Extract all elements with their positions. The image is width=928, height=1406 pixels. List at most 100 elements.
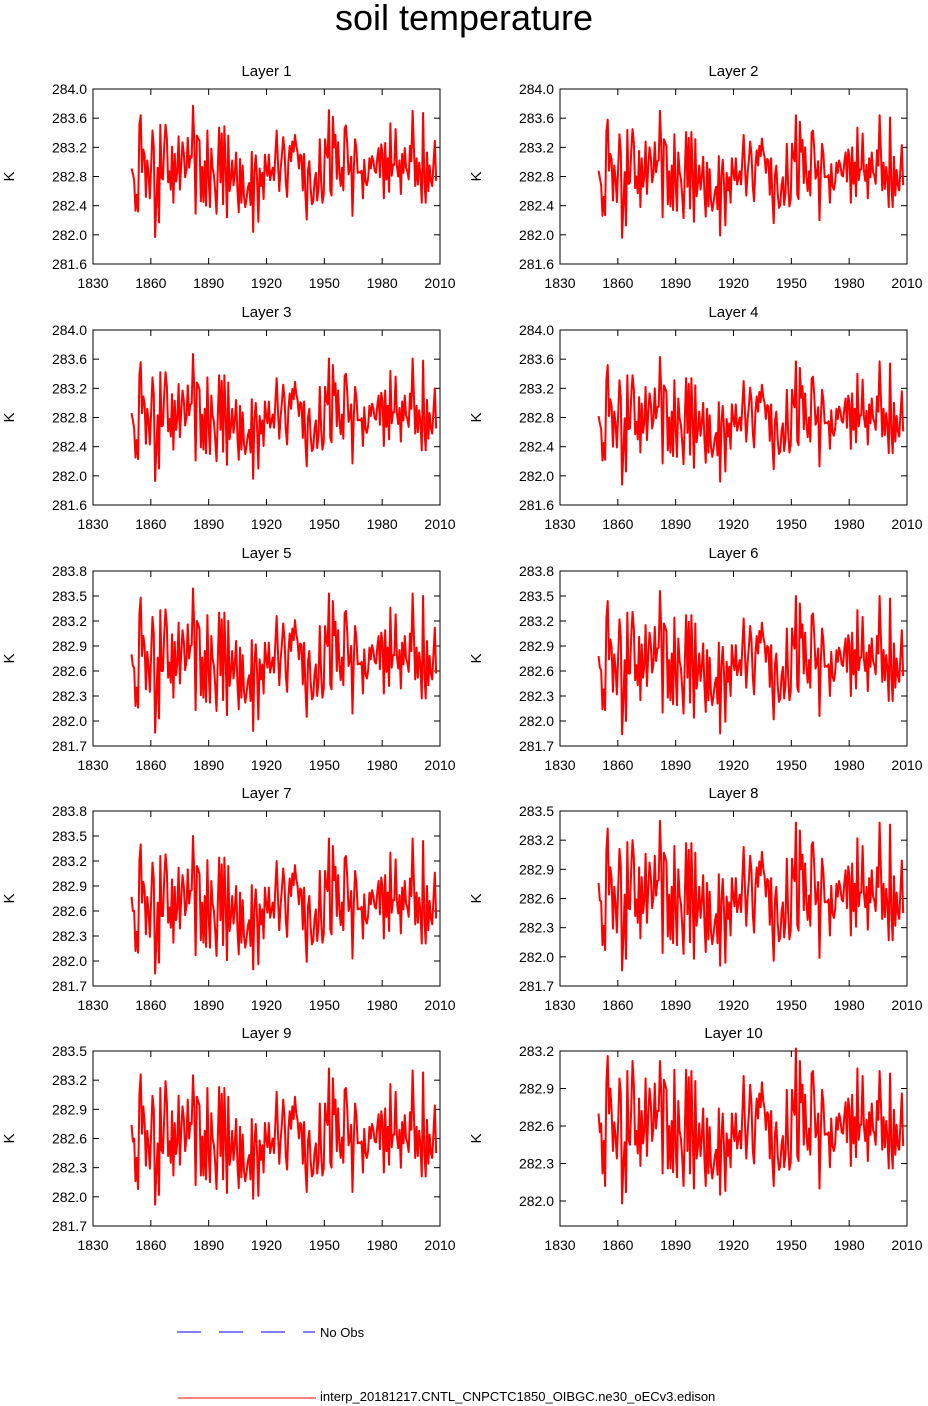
obs-legend-label: No Obs bbox=[320, 1325, 365, 1340]
panel-6-ytick-label: 282.0 bbox=[519, 713, 554, 729]
panel-10-title: Layer 10 bbox=[704, 1025, 762, 1042]
model-legend-label: interp_20181217.CNTL_CNPCTC1850_OIBGC.ne… bbox=[320, 1389, 716, 1404]
panel-1-ytick-label: 283.6 bbox=[52, 110, 87, 126]
panel-4-series-line bbox=[597, 355, 905, 486]
panel-5-ytick-label: 283.8 bbox=[52, 563, 87, 579]
panel-9-ytick-label: 282.3 bbox=[52, 1160, 87, 1176]
panel-4-ytick-label: 281.6 bbox=[519, 497, 554, 513]
panel-3-ytick-label: 283.6 bbox=[52, 351, 87, 367]
panel-3-xtick-label: 1950 bbox=[309, 516, 340, 532]
panel-4-xtick-label: 1950 bbox=[776, 516, 807, 532]
panel-5-xtick-label: 1830 bbox=[77, 757, 108, 773]
panel-3-ytick-label: 281.6 bbox=[52, 497, 87, 513]
panel-3-xtick-label: 1890 bbox=[193, 516, 224, 532]
panel-6-ytick-label: 283.2 bbox=[519, 613, 554, 629]
panel-8-xtick-label: 1890 bbox=[660, 997, 691, 1013]
panel-10-ytick-label: 282.6 bbox=[519, 1118, 554, 1134]
panel-5-xtick-label: 1920 bbox=[251, 757, 282, 773]
panel-9-xtick-label: 1830 bbox=[77, 1237, 108, 1253]
panel-8-ytick-label: 283.2 bbox=[519, 832, 554, 848]
panel-7-title: Layer 7 bbox=[241, 785, 291, 802]
panel-6-ytick-label: 282.3 bbox=[519, 688, 554, 704]
panel-1-ytick-label: 283.2 bbox=[52, 139, 87, 155]
panel-6-ytick-label: 282.9 bbox=[519, 638, 554, 654]
panel-7-ytick-label: 282.0 bbox=[52, 953, 87, 969]
panel-3-xtick-label: 1860 bbox=[135, 516, 166, 532]
panel-8-ytick-label: 282.9 bbox=[519, 861, 554, 877]
panel-9-ytick-label: 283.5 bbox=[52, 1043, 87, 1059]
panel-1-xtick-label: 1860 bbox=[135, 275, 166, 291]
panel-2-series-line bbox=[597, 109, 905, 239]
panel-1-ytick-label: 281.6 bbox=[52, 256, 87, 272]
panel-7-ylabel: K bbox=[1, 893, 18, 903]
panel-4-xtick-label: 1860 bbox=[602, 516, 633, 532]
panel-7-ytick-label: 282.3 bbox=[52, 928, 87, 944]
panel-2-ytick-label: 283.6 bbox=[519, 110, 554, 126]
panel-10-xtick-label: 2010 bbox=[891, 1237, 922, 1253]
panel-2-xtick-label: 1920 bbox=[718, 275, 749, 291]
panel-9-ytick-label: 282.6 bbox=[52, 1131, 87, 1147]
panel-5-ytick-label: 282.0 bbox=[52, 713, 87, 729]
panel-6-xtick-label: 1980 bbox=[834, 757, 865, 773]
panel-8-ytick-label: 283.5 bbox=[519, 803, 554, 819]
panel-4-title: Layer 4 bbox=[708, 304, 758, 321]
panel-2-title: Layer 2 bbox=[708, 63, 758, 80]
panel-3-xtick-label: 1980 bbox=[367, 516, 398, 532]
panel-8-xtick-label: 2010 bbox=[891, 997, 922, 1013]
obs-legend-line bbox=[177, 1331, 315, 1333]
panel-6-xtick-label: 1950 bbox=[776, 757, 807, 773]
panel-1-ytick-label: 282.8 bbox=[52, 169, 87, 185]
panel-5-ytick-label: 282.3 bbox=[52, 688, 87, 704]
panel-6-xtick-label: 1890 bbox=[660, 757, 691, 773]
panel-4-xtick-label: 2010 bbox=[891, 516, 922, 532]
panel-9-series-line bbox=[130, 1067, 438, 1206]
panel-1-title: Layer 1 bbox=[241, 63, 291, 80]
panel-4-ytick-label: 284.0 bbox=[519, 322, 554, 338]
panel-2-xtick-label: 1860 bbox=[602, 275, 633, 291]
panel-8-ytick-label: 281.7 bbox=[519, 978, 554, 994]
panel-8-xtick-label: 1830 bbox=[544, 997, 575, 1013]
panel-10-ytick-label: 282.0 bbox=[519, 1193, 554, 1209]
panel-9-xtick-label: 1980 bbox=[367, 1237, 398, 1253]
panel-2-ytick-label: 282.0 bbox=[519, 227, 554, 243]
panel-9-xtick-label: 2010 bbox=[424, 1237, 455, 1253]
panel-10-ytick-label: 282.3 bbox=[519, 1156, 554, 1172]
panel-2-ytick-label: 282.8 bbox=[519, 169, 554, 185]
panel-7-ytick-label: 282.9 bbox=[52, 878, 87, 894]
panel-4-xtick-label: 1980 bbox=[834, 516, 865, 532]
panel-10-xtick-label: 1920 bbox=[718, 1237, 749, 1253]
panel-3-series-line bbox=[130, 353, 438, 482]
panel-6-ytick-label: 283.5 bbox=[519, 588, 554, 604]
panel-3-ytick-label: 284.0 bbox=[52, 322, 87, 338]
panel-4-ytick-label: 283.6 bbox=[519, 351, 554, 367]
panel-8-title: Layer 8 bbox=[708, 785, 758, 802]
panel-9-xtick-label: 1860 bbox=[135, 1237, 166, 1253]
panel-5-ytick-label: 282.9 bbox=[52, 638, 87, 654]
panel-6-xtick-label: 2010 bbox=[891, 757, 922, 773]
panel-5-xtick-label: 1980 bbox=[367, 757, 398, 773]
panel-3-xtick-label: 1920 bbox=[251, 516, 282, 532]
panel-4-ytick-label: 282.8 bbox=[519, 410, 554, 426]
panel-8-ytick-label: 282.3 bbox=[519, 920, 554, 936]
panel-3-xtick-label: 1830 bbox=[77, 516, 108, 532]
panel-10-series-line bbox=[597, 1047, 905, 1205]
panel-1-xtick-label: 2010 bbox=[424, 275, 455, 291]
panel-10-xtick-label: 1980 bbox=[834, 1237, 865, 1253]
panel-7-ytick-label: 281.7 bbox=[52, 978, 87, 994]
panel-1-ytick-label: 284.0 bbox=[52, 81, 87, 97]
panel-1-xtick-label: 1890 bbox=[193, 275, 224, 291]
panel-2-ytick-label: 284.0 bbox=[519, 81, 554, 97]
panel-8-xtick-label: 1860 bbox=[602, 997, 633, 1013]
panel-9-ytick-label: 283.2 bbox=[52, 1072, 87, 1088]
panel-9-ytick-label: 281.7 bbox=[52, 1218, 87, 1234]
panel-9-ylabel: K bbox=[1, 1133, 18, 1143]
panel-9-title: Layer 9 bbox=[241, 1025, 291, 1042]
panel-3-title: Layer 3 bbox=[241, 304, 291, 321]
panel-3-ytick-label: 282.0 bbox=[52, 468, 87, 484]
panel-6-xtick-label: 1830 bbox=[544, 757, 575, 773]
panel-3-xtick-label: 2010 bbox=[424, 516, 455, 532]
panel-7-series-line bbox=[130, 835, 438, 975]
panel-10-xtick-label: 1860 bbox=[602, 1237, 633, 1253]
page-title: soil temperature bbox=[334, 0, 594, 38]
